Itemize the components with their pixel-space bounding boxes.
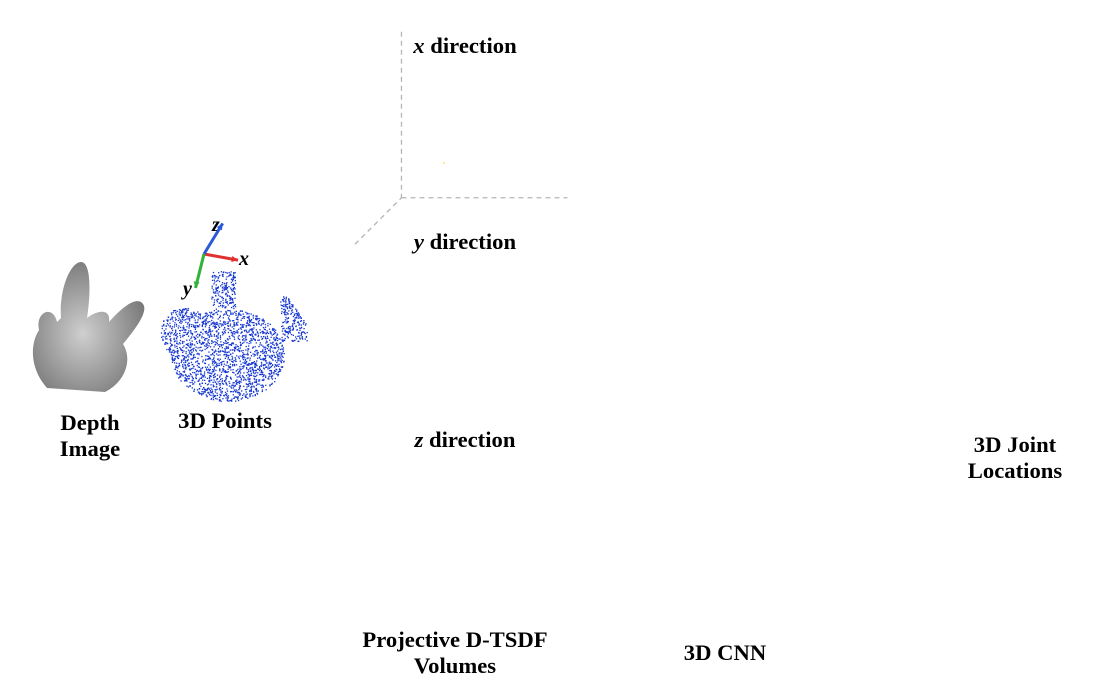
volume-cube-x — [355, 32, 567, 244]
joints-label: 3D JointLocations — [940, 432, 1090, 484]
depth-hand-silhouette — [33, 262, 144, 392]
cnn-label: 3D CNN — [645, 640, 805, 666]
axis-y-label: y — [183, 278, 192, 301]
axis-z-label: z — [212, 214, 220, 237]
depth-image-label: DepthImage — [30, 410, 150, 462]
points-label: 3D Points — [155, 408, 295, 434]
axis-x-label: x — [239, 248, 249, 271]
y-direction-label: y direction — [400, 229, 530, 255]
x-direction-label: x direction — [400, 33, 530, 59]
volumes-label: Projective D-TSDFVolumes — [340, 627, 570, 679]
pipeline-diagram — [0, 0, 1100, 684]
z-direction-label: z direction — [400, 427, 530, 453]
